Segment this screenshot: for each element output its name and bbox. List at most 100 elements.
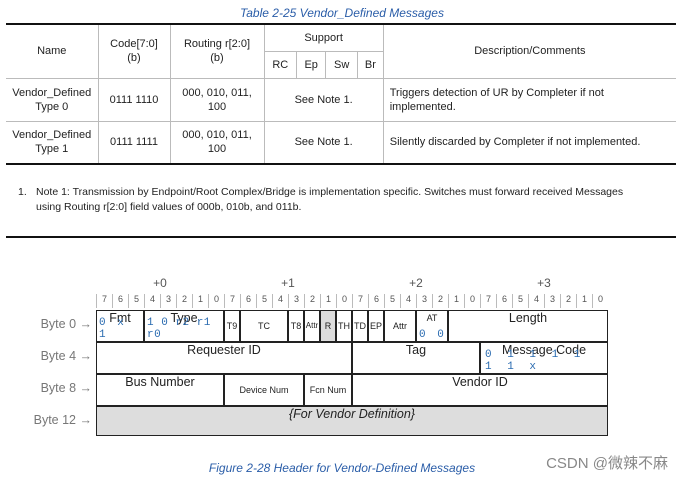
header-routing: Routing r[2:0] (b) bbox=[169, 23, 265, 79]
type-label: Type bbox=[170, 311, 198, 325]
bit-number: 1 bbox=[192, 294, 208, 308]
length-field: Length bbox=[448, 310, 608, 342]
vendor-id-field: Vendor ID bbox=[352, 374, 608, 406]
row-label-byte12: Byte 12 → bbox=[33, 413, 92, 427]
bit-number: 2 bbox=[560, 294, 576, 308]
header-support: Support bbox=[263, 23, 384, 52]
bit-number: 3 bbox=[288, 294, 304, 308]
message-code-field: Message Code 0 1 1 1 1 1 1 x bbox=[480, 342, 608, 374]
footnote-number: 1. bbox=[18, 186, 27, 198]
row-label-byte4: Byte 4 → bbox=[40, 349, 92, 363]
attr-field-b: Attr bbox=[384, 310, 416, 342]
type-field: Type 1 0 r2 r1 r0 bbox=[144, 310, 224, 342]
at-bits: 0 0 bbox=[419, 329, 447, 341]
bit-number: 3 bbox=[416, 294, 432, 308]
bit-number: 2 bbox=[176, 294, 192, 308]
td-field: TD bbox=[352, 310, 368, 342]
bit-number: 0 bbox=[208, 294, 224, 308]
requester-id-label: Requester ID bbox=[187, 343, 261, 357]
bit-number: 7 bbox=[480, 294, 496, 308]
bit-number: 0 bbox=[336, 294, 352, 308]
reserved-field: R bbox=[320, 310, 336, 342]
header-description: Description/Comments bbox=[382, 23, 676, 79]
figure-caption: Figure 2-28 Header for Vendor-Defined Me… bbox=[208, 461, 476, 475]
bit-number: 0 bbox=[464, 294, 480, 308]
bit-number: 6 bbox=[496, 294, 512, 308]
watermark: CSDN @微辣不麻 bbox=[546, 455, 668, 472]
cell-code: 0111 1111 bbox=[97, 120, 171, 165]
divider bbox=[6, 236, 676, 238]
tag-field: Tag bbox=[352, 342, 480, 374]
header-name: Name bbox=[6, 23, 99, 79]
t8-field: T8 bbox=[288, 310, 304, 342]
bus-number-label: Bus Number bbox=[125, 375, 195, 389]
cell-routing: 000, 010, 011, 100 bbox=[169, 77, 265, 122]
attr-field-a: Attr bbox=[304, 310, 320, 342]
footnote-text: Note 1: Transmission by Endpoint/Root Co… bbox=[36, 186, 624, 213]
bit-number: 6 bbox=[240, 294, 256, 308]
tc-field: TC bbox=[240, 310, 288, 342]
cell-support: See Note 1. bbox=[263, 77, 384, 122]
bit-number: 1 bbox=[576, 294, 592, 308]
table-caption: Table 2-25 Vendor_Defined Messages bbox=[240, 6, 444, 20]
message-code-bits: 0 1 1 1 1 1 1 x bbox=[485, 349, 585, 373]
header-support-rc: RC bbox=[263, 50, 298, 79]
header-support-br: Br bbox=[357, 50, 384, 79]
bit-number: 0 bbox=[592, 294, 608, 308]
bit-number: 7 bbox=[96, 294, 112, 308]
bit-number: 5 bbox=[384, 294, 400, 308]
fmt-field: Fmt 0 x 1 bbox=[96, 310, 144, 342]
t9-field: T9 bbox=[224, 310, 240, 342]
fcn-num-field: Fcn Num bbox=[304, 374, 352, 406]
at-field: AT 0 0 bbox=[416, 310, 448, 342]
bit-number: 7 bbox=[352, 294, 368, 308]
type-bits: 1 0 r2 r1 r0 bbox=[147, 317, 211, 341]
table-row: Vendor_Defined Type 1 0111 1111 000, 010… bbox=[6, 120, 676, 165]
byte-header-3: +3 bbox=[537, 276, 551, 290]
header-support-ep: Ep bbox=[296, 50, 327, 79]
cell-code: 0111 1110 bbox=[97, 77, 171, 122]
cell-description: Silently discarded by Completer if not i… bbox=[382, 120, 676, 165]
byte-header-1: +1 bbox=[281, 276, 295, 290]
table-row: Vendor_Defined Type 0 0111 1110 000, 010… bbox=[6, 77, 676, 122]
cell-name: Vendor_Defined Type 0 bbox=[6, 77, 99, 122]
byte-header-0: +0 bbox=[153, 276, 167, 290]
row-label-byte0: Byte 0 → bbox=[40, 317, 92, 331]
bit-number: 4 bbox=[272, 294, 288, 308]
bit-number: 4 bbox=[528, 294, 544, 308]
bit-number: 3 bbox=[544, 294, 560, 308]
requester-id-field: Requester ID bbox=[96, 342, 352, 374]
byte-header-2: +2 bbox=[409, 276, 423, 290]
th-field: TH bbox=[336, 310, 352, 342]
cell-routing: 000, 010, 011, 100 bbox=[169, 120, 265, 165]
device-num-field: Device Num bbox=[224, 374, 304, 406]
at-label: AT bbox=[426, 313, 438, 323]
bit-number: 5 bbox=[256, 294, 272, 308]
tag-label: Tag bbox=[405, 343, 427, 357]
cell-name: Vendor_Defined Type 1 bbox=[6, 120, 99, 165]
bit-number: 6 bbox=[112, 294, 128, 308]
bus-number-field: Bus Number bbox=[96, 374, 224, 406]
bit-number: 1 bbox=[320, 294, 336, 308]
fmt-bits: 0 x 1 bbox=[99, 317, 127, 341]
bit-number: 4 bbox=[144, 294, 160, 308]
vendor-definition-field: {For Vendor Definition} bbox=[96, 406, 608, 436]
vendor-definition-label: {For Vendor Definition} bbox=[288, 407, 415, 421]
cell-description: Triggers detection of UR by Completer if… bbox=[382, 77, 676, 122]
header-support-sw: Sw bbox=[325, 50, 359, 79]
message-code-label: Message Code bbox=[501, 343, 587, 357]
fmt-label: Fmt bbox=[109, 311, 131, 325]
bit-number: 1 bbox=[448, 294, 464, 308]
ep-field: EP bbox=[368, 310, 384, 342]
vendor-id-label: Vendor ID bbox=[452, 375, 508, 389]
header-code: Code[7:0] (b) bbox=[97, 23, 171, 79]
bit-number: 5 bbox=[128, 294, 144, 308]
row-label-byte8: Byte 8 → bbox=[40, 381, 92, 395]
bit-number: 4 bbox=[400, 294, 416, 308]
vendor-defined-messages-table: Name Code[7:0] (b) Routing r[2:0] (b) Su… bbox=[6, 23, 676, 165]
bit-number: 3 bbox=[160, 294, 176, 308]
bit-number: 5 bbox=[512, 294, 528, 308]
cell-support: See Note 1. bbox=[263, 120, 384, 165]
length-label: Length bbox=[508, 311, 548, 325]
